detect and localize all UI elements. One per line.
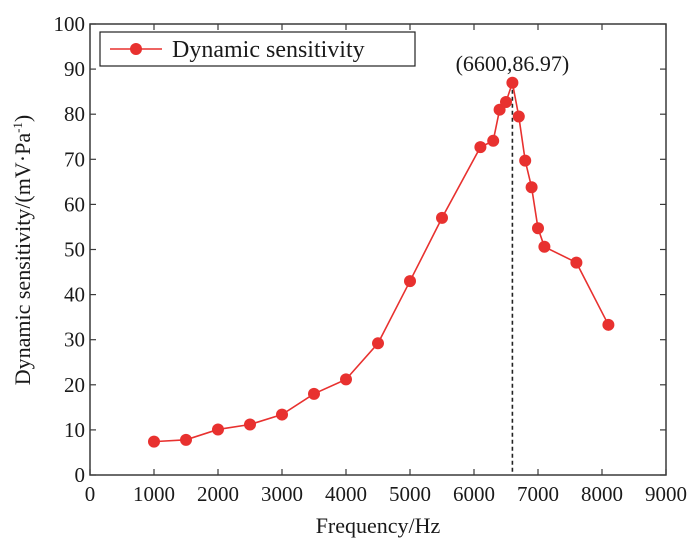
y-axis-title-superscript: -1: [10, 122, 25, 133]
x-tick-label: 4000: [325, 482, 367, 506]
data-point: [180, 433, 192, 446]
y-tick-label: 0: [75, 463, 86, 487]
x-tick-label: 3000: [261, 482, 303, 506]
legend: Dynamic sensitivity: [99, 31, 416, 67]
y-tick-label: 50: [64, 238, 85, 262]
x-tick-label: 9000: [645, 482, 687, 506]
data-point: [487, 134, 500, 147]
x-tick-label: 0: [85, 482, 96, 506]
data-point: [602, 318, 615, 331]
data-point: [276, 408, 288, 421]
series-line: [153, 79, 610, 443]
y-tick-label: 60: [64, 192, 85, 216]
data-point: [570, 256, 583, 269]
data-point: [372, 337, 384, 350]
data-point: [519, 154, 532, 167]
data-point: [532, 222, 544, 235]
data-point: [474, 141, 487, 154]
y-axis-title: Dynamic sensitivity/(mV·Pa-1): [10, 115, 35, 386]
x-tick-label: 8000: [581, 482, 623, 506]
data-point: [538, 240, 551, 253]
series-layer: [148, 76, 615, 448]
y-axis-title-close: ): [10, 115, 35, 122]
x-axis-title: Frequency/Hz: [316, 513, 441, 538]
peak-annotation-label: (6600,86.97): [456, 51, 570, 76]
data-point: [308, 387, 320, 400]
data-point: [148, 435, 160, 448]
data-point: [436, 211, 448, 224]
y-tick-label: 40: [64, 283, 85, 307]
x-tick-label: 6000: [453, 482, 495, 506]
x-tick-label: 7000: [517, 482, 559, 506]
ticks-layer: 0 1000 2000 3000 4000 5000 6000 7000 8000 9000 0 10…: [54, 12, 688, 506]
data-point: [244, 418, 256, 431]
data-point: [500, 96, 512, 109]
y-tick-label: 20: [64, 373, 85, 397]
data-point: [340, 373, 352, 386]
y-tick-label: 30: [64, 328, 85, 352]
x-tick-label: 1000: [133, 482, 175, 506]
y-tick-label: 10: [64, 418, 85, 442]
y-tick-label: 70: [64, 147, 85, 171]
plot-frame: [89, 23, 667, 476]
data-point: [506, 76, 519, 89]
y-tick-label: 90: [64, 57, 85, 81]
y-tick-label: 100: [54, 12, 86, 36]
x-tick-label: 2000: [197, 482, 239, 506]
x-tick-label: 5000: [389, 482, 431, 506]
y-axis-title-main: Dynamic sensitivity/(mV·Pa: [10, 133, 35, 386]
data-point: [212, 423, 224, 436]
data-point: [525, 181, 538, 194]
data-point: [512, 110, 525, 123]
legend-marker-swatch: [130, 43, 142, 55]
y-tick-label: 80: [64, 102, 85, 126]
legend-label: Dynamic sensitivity: [172, 37, 365, 63]
data-point: [404, 275, 416, 288]
